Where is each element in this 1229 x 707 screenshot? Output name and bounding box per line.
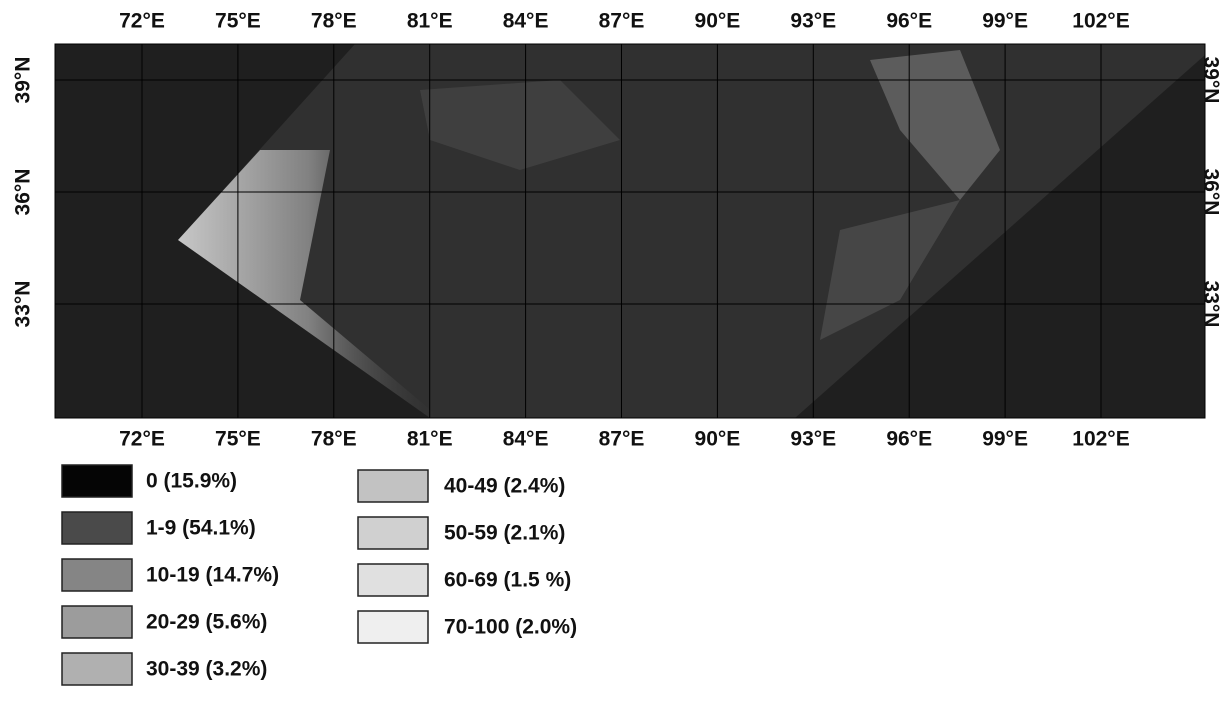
legend-label: 30-39 (3.2%) [146,658,267,681]
legend-label: 40-49 (2.4%) [444,475,565,498]
legend-swatch [62,606,132,638]
legend-swatch [62,465,132,497]
lon-label-top: 75°E [215,10,261,33]
legend: 0 (15.9%) 1-9 (54.1%) 10-19 (14.7%) 20-29 (… [62,465,577,685]
lon-label-top: 84°E [503,10,549,33]
legend-label: 70-100 (2.0%) [444,616,577,639]
legend-swatch [358,611,428,643]
legend-label: 0 (15.9%) [146,470,237,493]
lat-label-right: 39°N [1199,57,1222,104]
lon-label-bottom: 81°E [407,428,453,451]
lon-label-bottom: 90°E [695,428,741,451]
lon-label-bottom: 84°E [503,428,549,451]
lat-label-right: 36°N [1199,169,1222,216]
legend-swatch [358,470,428,502]
lon-label-bottom: 99°E [982,428,1028,451]
lon-label-top: 90°E [695,10,741,33]
legend-label: 20-29 (5.6%) [146,611,267,634]
lon-label-top: 102°E [1072,10,1129,33]
lat-label-right: 33°N [1199,281,1222,328]
legend-label: 50-59 (2.1%) [444,522,565,545]
lat-label-left: 39°N [12,57,35,104]
legend-swatch [62,559,132,591]
lon-label-top: 96°E [886,10,932,33]
lon-label-bottom: 72°E [119,428,165,451]
legend-label: 1-9 (54.1%) [146,517,256,540]
legend-swatch [358,564,428,596]
lon-label-bottom: 102°E [1072,428,1129,451]
lon-label-top: 87°E [599,10,645,33]
lon-label-bottom: 78°E [311,428,357,451]
lon-label-top: 78°E [311,10,357,33]
lat-label-left: 36°N [12,169,35,216]
lon-label-bottom: 96°E [886,428,932,451]
figure: 72°E 75°E 78°E 81°E 84°E 87°E 90°E 93°E 96°E 99°E… [0,0,1229,702]
lon-label-bottom: 93°E [790,428,836,451]
legend-swatch [62,512,132,544]
lat-label-left: 33°N [12,281,35,328]
lon-label-bottom: 75°E [215,428,261,451]
lon-label-top: 93°E [790,10,836,33]
legend-swatch [62,653,132,685]
legend-label: 10-19 (14.7%) [146,564,279,587]
lon-label-top: 81°E [407,10,453,33]
legend-swatch [358,517,428,549]
lon-label-top: 99°E [982,10,1028,33]
lon-label-top: 72°E [119,10,165,33]
lon-label-bottom: 87°E [599,428,645,451]
map [55,44,1205,418]
legend-label: 60-69 (1.5 %) [444,569,571,592]
